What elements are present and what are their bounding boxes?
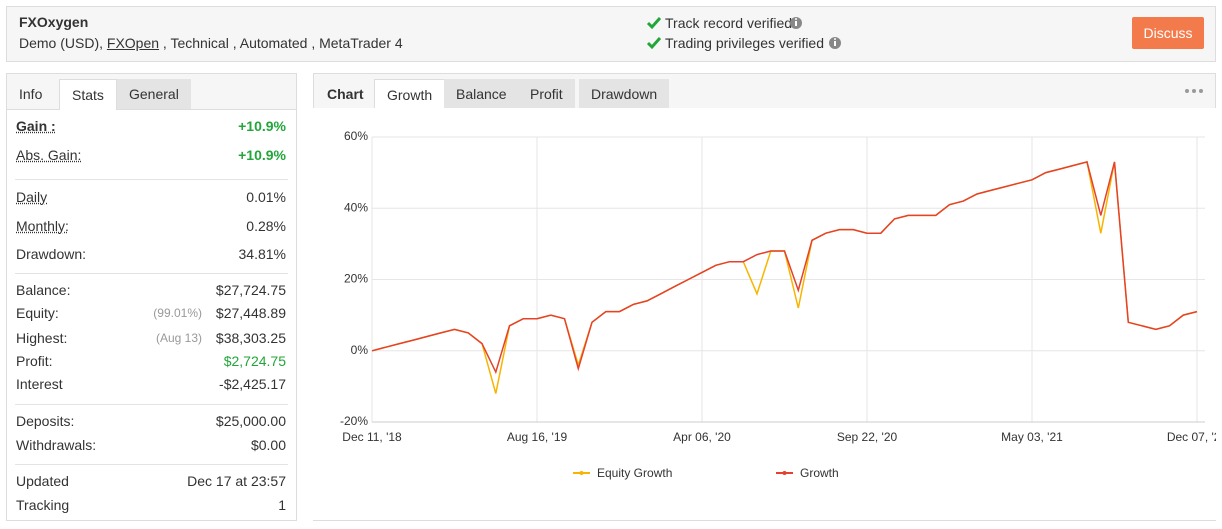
legend-marker bbox=[782, 471, 787, 475]
stat-note: (Aug 13) bbox=[155, 331, 202, 345]
legend-marker bbox=[579, 471, 584, 475]
stat-value: $27,724.75 bbox=[215, 282, 286, 298]
legend-label: Growth bbox=[800, 466, 839, 480]
x-tick-label: May 03, '21 bbox=[1001, 430, 1063, 444]
tab[interactable]: Balance bbox=[444, 79, 519, 109]
x-tick-label: Aug 16, '19 bbox=[507, 430, 568, 444]
tab[interactable]: Stats bbox=[59, 79, 117, 110]
discuss-button[interactable]: Discuss bbox=[1132, 17, 1204, 49]
account-title: FXOxygen bbox=[19, 14, 89, 30]
y-tick-label: 40% bbox=[344, 200, 368, 214]
stat-value: $0.00 bbox=[250, 437, 286, 453]
stat-value: $25,000.00 bbox=[215, 413, 286, 429]
separator bbox=[15, 404, 288, 405]
stat-value: +10.9% bbox=[238, 118, 286, 134]
stat-value: $38,303.25 bbox=[215, 330, 286, 346]
stat-label: Profit: bbox=[16, 353, 53, 369]
stat-value: -$2,425.17 bbox=[219, 376, 286, 392]
stat-label: Equity: bbox=[16, 305, 59, 321]
info-icons[interactable] bbox=[789, 15, 849, 55]
account-info: Demo (USD), FXOpen , Technical , Automat… bbox=[19, 35, 403, 51]
account-type: Demo (USD), bbox=[19, 35, 107, 51]
stat-label: Monthly: bbox=[16, 218, 69, 234]
x-tick-label: Sep 22, '20 bbox=[837, 430, 898, 444]
chart: -20% 0% 20% 40% 60% Dec 11, '18 Aug 16, '19 Apr… bbox=[313, 108, 1216, 520]
account-tags: , Technical , Automated , MetaTrader 4 bbox=[159, 35, 403, 51]
separator bbox=[15, 273, 288, 274]
x-tick-label: Dec 07, '21 bbox=[1167, 430, 1216, 444]
stat-note: (99.01%) bbox=[153, 306, 202, 320]
stat-label: Highest: bbox=[16, 330, 68, 346]
stat-value: $27,448.89 bbox=[215, 305, 286, 321]
stats-panel: Info Stats General Gain : +10.9% Abs. Gain: +1… bbox=[6, 73, 297, 521]
verification: Track record verified bbox=[665, 15, 793, 31]
stat-label: Drawdown: bbox=[16, 246, 87, 262]
stat-value: 34.81% bbox=[238, 246, 286, 262]
separator bbox=[15, 464, 288, 465]
stat-label: Withdrawals: bbox=[16, 437, 97, 453]
stat-label: Deposits: bbox=[16, 413, 75, 429]
stat-value: $2,724.75 bbox=[223, 353, 286, 369]
check-icons bbox=[646, 17, 662, 50]
y-tick-label: 0% bbox=[351, 343, 369, 357]
stat-label: Daily bbox=[16, 189, 48, 205]
plot-background bbox=[313, 108, 1216, 520]
stat-label: Interest bbox=[16, 376, 63, 392]
y-tick-label: 20% bbox=[344, 272, 368, 286]
y-tick-label: -20% bbox=[340, 414, 368, 428]
stat-value: 0.01% bbox=[246, 189, 286, 205]
legend-label: Equity Growth bbox=[597, 466, 672, 480]
header: FXOxygen Demo (USD), FXOpen , Technical … bbox=[6, 6, 1216, 62]
verification: Trading privileges verified bbox=[665, 35, 824, 51]
x-tick-label: Dec 11, '18 bbox=[342, 430, 402, 444]
chart-label: Chart bbox=[327, 86, 364, 102]
tab[interactable]: Profit bbox=[518, 79, 575, 109]
stat-label: Gain : bbox=[16, 118, 56, 134]
stat-label: Updated bbox=[16, 473, 69, 489]
series-line bbox=[371, 160, 1198, 375]
stat-label: Tracking bbox=[16, 497, 70, 513]
menu-icon[interactable] bbox=[1184, 86, 1204, 96]
x-tick-label: Apr 06, '20 bbox=[673, 430, 731, 444]
stat-value: 0.28% bbox=[246, 218, 286, 234]
tab[interactable]: Drawdown bbox=[579, 79, 670, 109]
stat-value: 1 bbox=[278, 497, 286, 513]
stat-label: Balance: bbox=[16, 282, 71, 298]
tab[interactable]: General bbox=[117, 79, 191, 109]
separator bbox=[15, 179, 288, 180]
stat-value: Dec 17 at 23:57 bbox=[187, 473, 286, 489]
y-tick-label: 60% bbox=[344, 129, 368, 143]
tab[interactable]: Info bbox=[19, 86, 43, 102]
tab[interactable]: Growth bbox=[374, 79, 446, 110]
broker-link[interactable]: FXOpen bbox=[106, 35, 160, 51]
stat-label: Abs. Gain: bbox=[16, 147, 82, 163]
stat-value: +10.9% bbox=[238, 147, 286, 163]
